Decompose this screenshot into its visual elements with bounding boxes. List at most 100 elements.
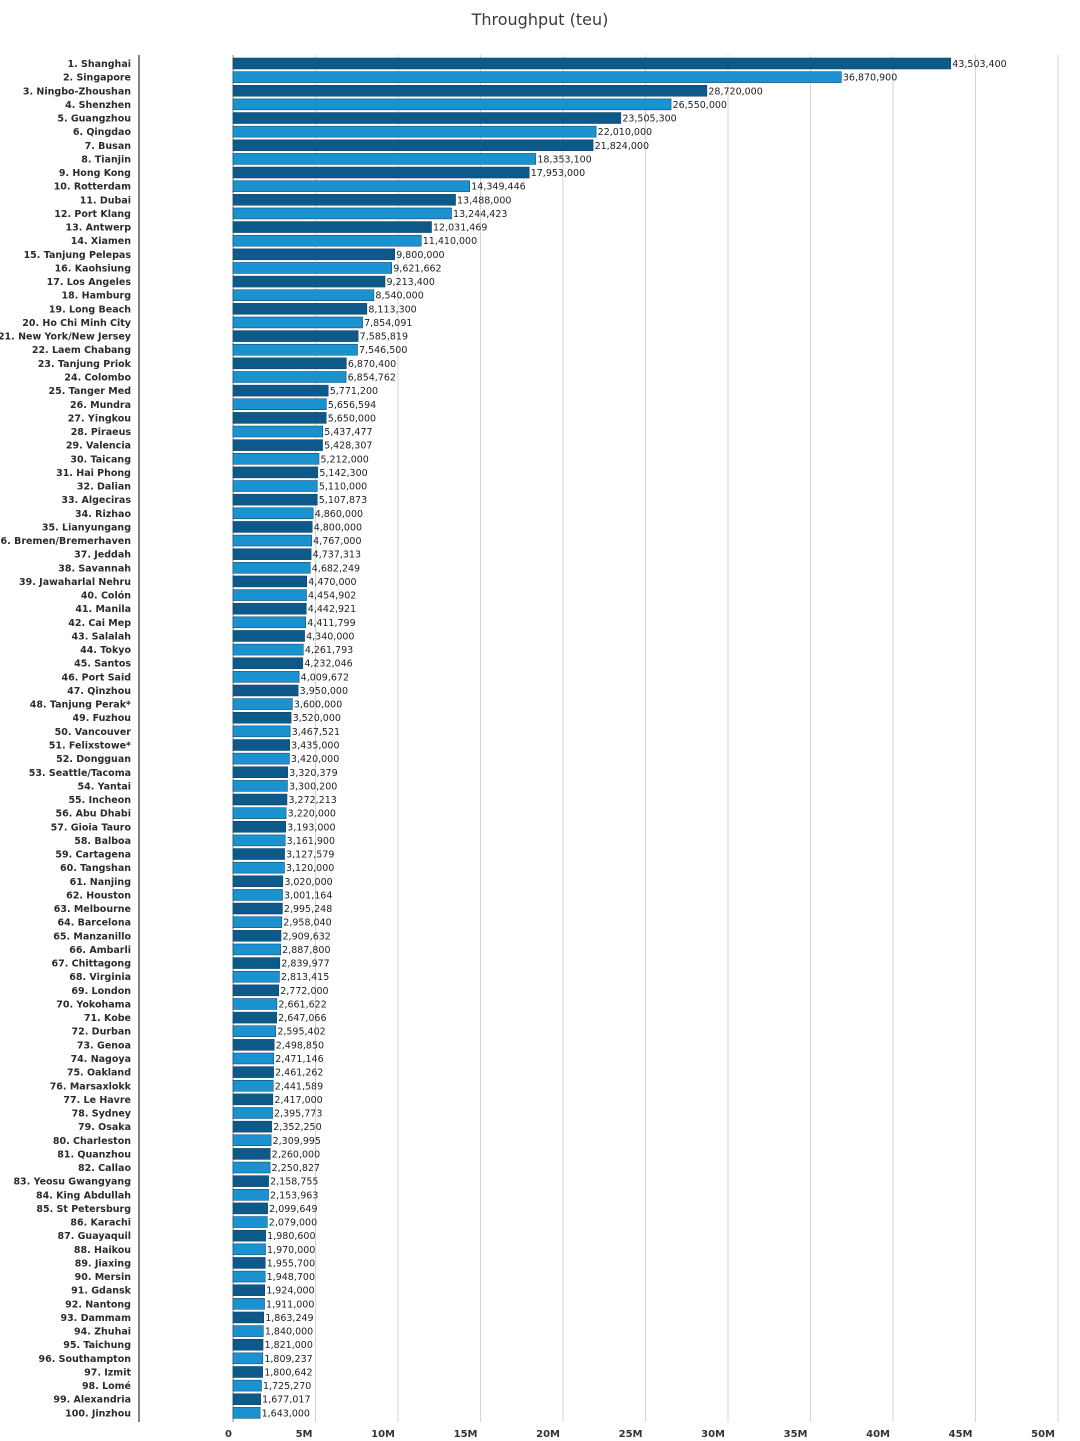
- value-label: 13,488,000: [457, 195, 511, 206]
- value-label: 3,300,200: [289, 781, 337, 792]
- x-tick-label: 5M: [296, 1429, 313, 1440]
- bar: [232, 780, 288, 792]
- value-label: 3,001,164: [284, 890, 332, 901]
- bar: [232, 630, 305, 642]
- bar: [232, 1257, 266, 1269]
- value-label: 36,870,900: [843, 73, 897, 84]
- category-label: 57. Gioia Tauro: [51, 822, 132, 833]
- bar: [232, 343, 358, 356]
- category-label: 3. Ningbo-Zhoushan: [23, 86, 131, 97]
- value-label: 3,435,000: [291, 741, 339, 752]
- bar: [232, 1066, 274, 1078]
- category-label: 51. Felixstowe*: [49, 741, 131, 752]
- category-label: 35. Lianyungang: [42, 522, 131, 533]
- bar: [232, 848, 285, 860]
- category-label: 78. Sydney: [72, 1109, 132, 1120]
- category-label: 40. Colón: [81, 591, 131, 602]
- value-label: 4,737,313: [313, 550, 361, 561]
- value-label: 2,158,755: [270, 1177, 318, 1188]
- chart-title: Throughput (teu): [471, 10, 609, 29]
- category-label: 7. Busan: [85, 141, 132, 152]
- category-label: 42. Cai Mep: [68, 618, 131, 629]
- value-label: 8,113,300: [368, 304, 416, 315]
- value-label: 4,411,799: [307, 618, 355, 629]
- bars: [232, 57, 952, 1419]
- bar: [232, 194, 456, 206]
- value-label: 23,505,300: [622, 114, 676, 125]
- value-label: 6,870,400: [348, 359, 396, 370]
- value-label: 2,250,827: [272, 1163, 320, 1174]
- bar: [232, 330, 359, 342]
- value-label: 7,585,819: [360, 332, 408, 343]
- category-label: 95. Taichung: [63, 1340, 131, 1351]
- bar: [232, 875, 284, 888]
- x-tick-label: 0: [225, 1429, 232, 1440]
- category-label: 90. Mersin: [75, 1272, 132, 1283]
- value-label: 1,911,000: [266, 1299, 314, 1310]
- category-label: 23. Tanjung Priok: [38, 359, 132, 370]
- bar: [232, 1270, 266, 1283]
- category-label: 65. Manzanillo: [53, 931, 131, 942]
- category-label: 4. Shenzhen: [65, 100, 131, 111]
- bar: [232, 57, 952, 70]
- value-label: 5,107,873: [319, 495, 367, 506]
- value-label: 13,244,423: [453, 209, 507, 220]
- category-label: 39. Jawaharlal Nehru: [19, 577, 131, 588]
- value-label: 2,395,773: [274, 1109, 322, 1120]
- value-label: 5,212,000: [320, 454, 368, 465]
- x-tick-label: 45M: [949, 1429, 973, 1440]
- bar: [232, 1379, 262, 1392]
- bar: [232, 1311, 264, 1324]
- category-labels: 1. Shanghai 2. Singapore 3. Ningbo-Zhousha…: [0, 59, 132, 1419]
- value-label: 1,970,000: [267, 1245, 315, 1256]
- category-label: 36. Bremen/Bremerhaven: [0, 536, 131, 547]
- x-tick-label: 25M: [619, 1429, 643, 1440]
- value-label: 3,127,579: [286, 850, 334, 861]
- category-label: 61. Nanjing: [70, 877, 131, 888]
- value-label: 28,720,000: [708, 86, 762, 97]
- bar: [232, 793, 288, 806]
- value-label: 11,410,000: [423, 236, 477, 247]
- bar: [232, 112, 622, 124]
- x-tick-label: 20M: [536, 1429, 560, 1440]
- category-label: 53. Seattle/Tacoma: [29, 768, 131, 779]
- category-label: 15. Tanjung Pelepas: [24, 250, 132, 261]
- category-label: 10. Rotterdam: [54, 182, 131, 193]
- category-label: 32. Dalian: [77, 482, 131, 493]
- category-label: 38. Savannah: [58, 563, 131, 574]
- category-label: 100. Jinzhou: [65, 1408, 131, 1419]
- category-label: 66. Ambarli: [69, 945, 131, 956]
- bar: [232, 1039, 275, 1051]
- bar: [232, 930, 282, 942]
- category-label: 41. Manila: [75, 604, 131, 615]
- value-label: 4,682,249: [312, 563, 360, 574]
- category-label: 69. London: [71, 986, 131, 997]
- value-label: 4,009,672: [301, 672, 349, 683]
- bar: [232, 221, 432, 233]
- value-label: 1,840,000: [265, 1327, 313, 1338]
- category-label: 6. Qingdao: [73, 127, 132, 138]
- value-label: 1,643,000: [262, 1408, 310, 1419]
- value-label: 21,824,000: [595, 141, 649, 152]
- value-label: 4,767,000: [313, 536, 361, 547]
- bar: [232, 1052, 275, 1065]
- value-label: 1,677,017: [262, 1395, 310, 1406]
- category-label: 73. Genoa: [77, 1040, 131, 1051]
- value-label: 17,953,000: [531, 168, 585, 179]
- value-label: 3,020,000: [284, 877, 332, 888]
- bar: [232, 1366, 263, 1378]
- category-label: 48. Tanjung Perak*: [30, 700, 131, 711]
- value-label: 2,471,146: [275, 1054, 323, 1065]
- bar: [232, 575, 308, 588]
- bar: [232, 412, 327, 424]
- bar: [232, 180, 471, 192]
- value-label: 2,595,402: [277, 1027, 325, 1038]
- bar: [232, 684, 299, 697]
- category-label: 59. Cartagena: [55, 850, 131, 861]
- bar: [232, 1093, 274, 1106]
- category-label: 68. Virginia: [69, 972, 131, 983]
- category-label: 62. Houston: [66, 890, 131, 901]
- bar: [232, 1175, 269, 1187]
- value-label: 7,546,500: [359, 345, 407, 356]
